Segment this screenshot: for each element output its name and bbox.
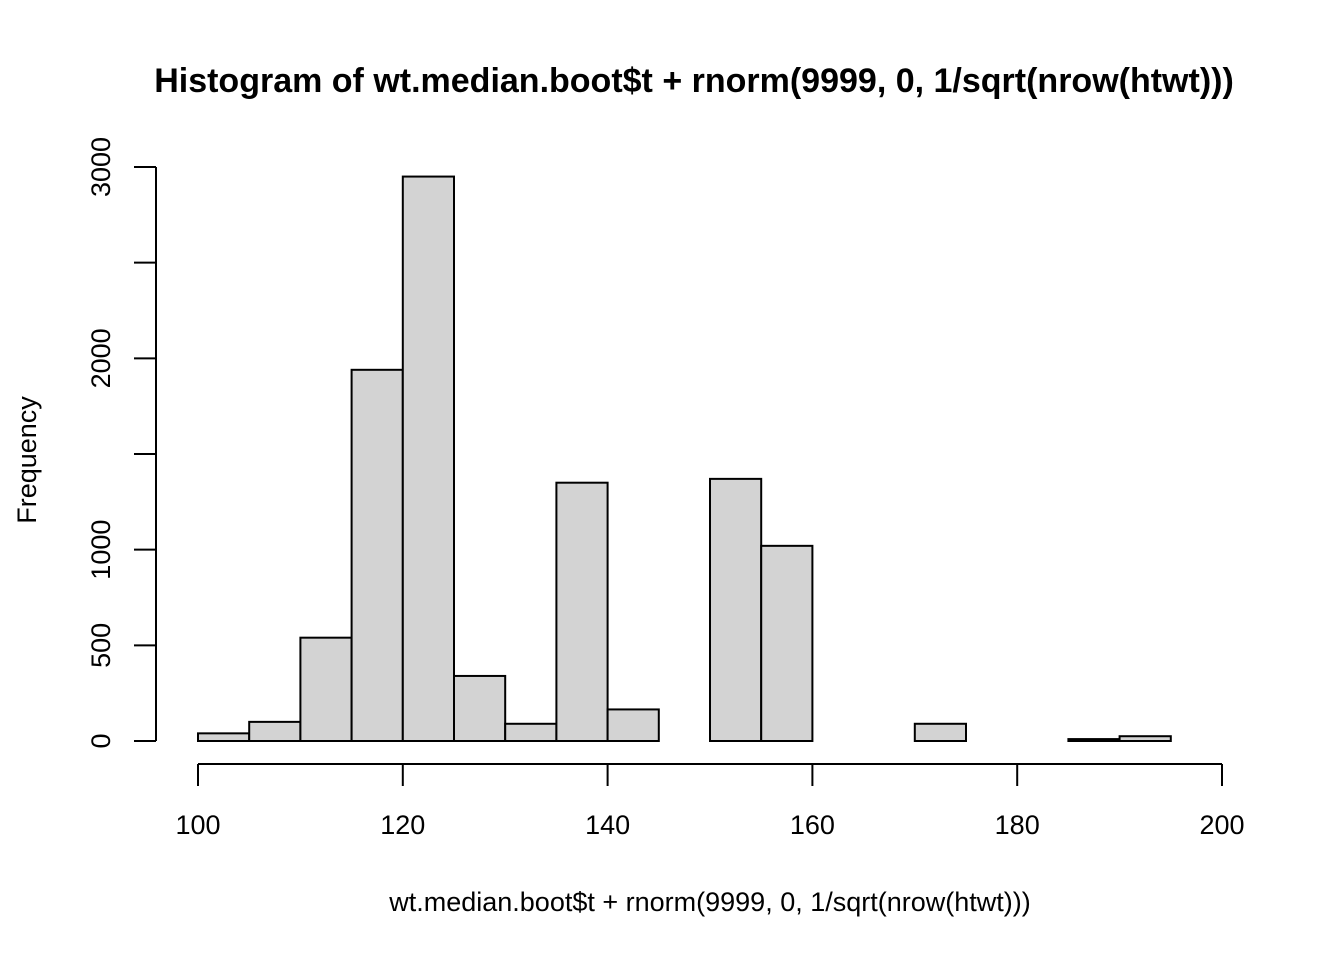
histogram-bar [299,636,353,742]
x-tick-label: 200 [1199,810,1244,840]
bars-group [197,175,1172,743]
x-axis: 100 120 140 160 180 200 [175,763,1245,840]
y-axis: 0 500 1000 2000 3000 [86,137,157,749]
y-axis-label: Frequency [12,396,42,524]
histogram-bar [401,175,455,743]
histogram-bar [453,674,507,742]
x-tick-label: 120 [380,810,425,840]
chart-title: Histogram of wt.median.boot$t + rnorm(99… [154,62,1234,100]
histogram-bar [913,722,967,743]
x-tick-label: 100 [175,810,220,840]
histogram-bar [248,720,302,742]
histogram-bar [606,708,660,742]
histogram-bar [555,481,609,742]
y-tick-label: 500 [86,623,116,668]
y-tick-label: 0 [86,733,116,748]
y-tick-label: 2000 [86,328,116,388]
histogram-bar [197,732,251,743]
x-axis-label: wt.median.boot$t + rnorm(9999, 0, 1/sqrt… [388,887,1031,917]
x-tick-label: 180 [995,810,1040,840]
histogram-bar [760,544,814,743]
x-tick-label: 140 [585,810,630,840]
y-tick-label: 1000 [86,520,116,580]
histogram-bar [709,477,763,742]
histogram-bar [504,722,558,743]
y-tick-label: 3000 [86,137,116,197]
histogram-bar [1118,735,1172,743]
x-tick-label: 160 [790,810,835,840]
histogram-bar [350,368,404,742]
histogram-bar [1067,738,1121,743]
